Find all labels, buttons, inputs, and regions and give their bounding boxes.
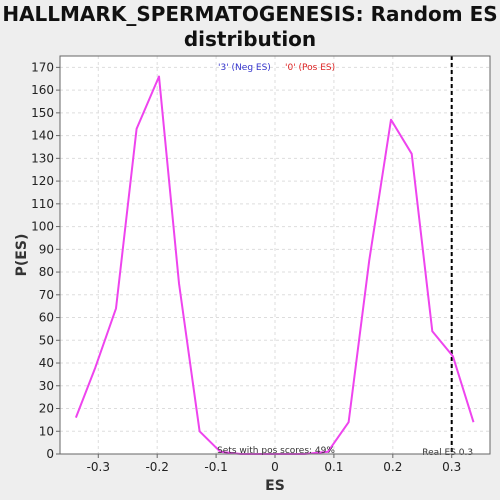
y-tick-label: 120 [31, 174, 54, 188]
y-tick-label: 20 [39, 402, 54, 416]
x-tick-label: -0.1 [204, 460, 227, 474]
x-tick-label: 0 [271, 460, 279, 474]
y-tick-label: 60 [39, 311, 54, 325]
x-tick-label: 0.1 [324, 460, 343, 474]
y-tick-label: 40 [39, 356, 54, 370]
y-tick-label: 100 [31, 220, 54, 234]
y-tick-label: 50 [39, 333, 54, 347]
y-tick-label: 70 [39, 288, 54, 302]
legend: '3' (Neg ES) '0' (Pos ES) [218, 63, 335, 73]
x-axis-ticks: -0.3 -0.2 -0.1 0 0.1 0.2 0.3 [87, 454, 461, 474]
chart-title: HALLMARK_SPERMATOGENESIS: Random ES dist… [0, 2, 500, 52]
x-tick-label: -0.3 [87, 460, 110, 474]
y-tick-label: 80 [39, 265, 54, 279]
y-tick-label: 160 [31, 83, 54, 97]
y-axis-ticks: 0 10 20 30 40 50 60 70 80 90 100 110 120 130 140 150 160… [31, 60, 60, 461]
y-tick-label: 110 [31, 197, 54, 211]
y-tick-label: 140 [31, 129, 54, 143]
y-tick-label: 150 [31, 106, 54, 120]
y-tick-label: 0 [46, 447, 54, 461]
y-tick-label: 170 [31, 60, 54, 74]
y-axis-label: P(ES) [14, 234, 30, 277]
plot-border [59, 55, 491, 455]
legend-entry-pos-es: '0' (Pos ES) [285, 63, 335, 73]
chart-title-line-1: HALLMARK_SPERMATOGENESIS: Random ES [2, 2, 498, 26]
y-tick-label: 130 [31, 151, 54, 165]
real-es-label: Real ES 0.3 [422, 448, 473, 458]
y-tick-label: 90 [39, 242, 54, 256]
x-axis-label: ES [265, 478, 285, 494]
y-tick-label: 10 [39, 424, 54, 438]
x-tick-label: 0.2 [383, 460, 402, 474]
grid [60, 56, 490, 455]
pos-scores-annotation: Sets with pos scores: 49% [217, 446, 335, 456]
legend-entry-neg-es: '3' (Neg ES) [218, 63, 271, 73]
x-tick-label: 0.3 [442, 460, 461, 474]
y-tick-label: 30 [39, 379, 54, 393]
x-tick-label: -0.2 [145, 460, 168, 474]
chart-title-line-2: distribution [183, 27, 317, 51]
